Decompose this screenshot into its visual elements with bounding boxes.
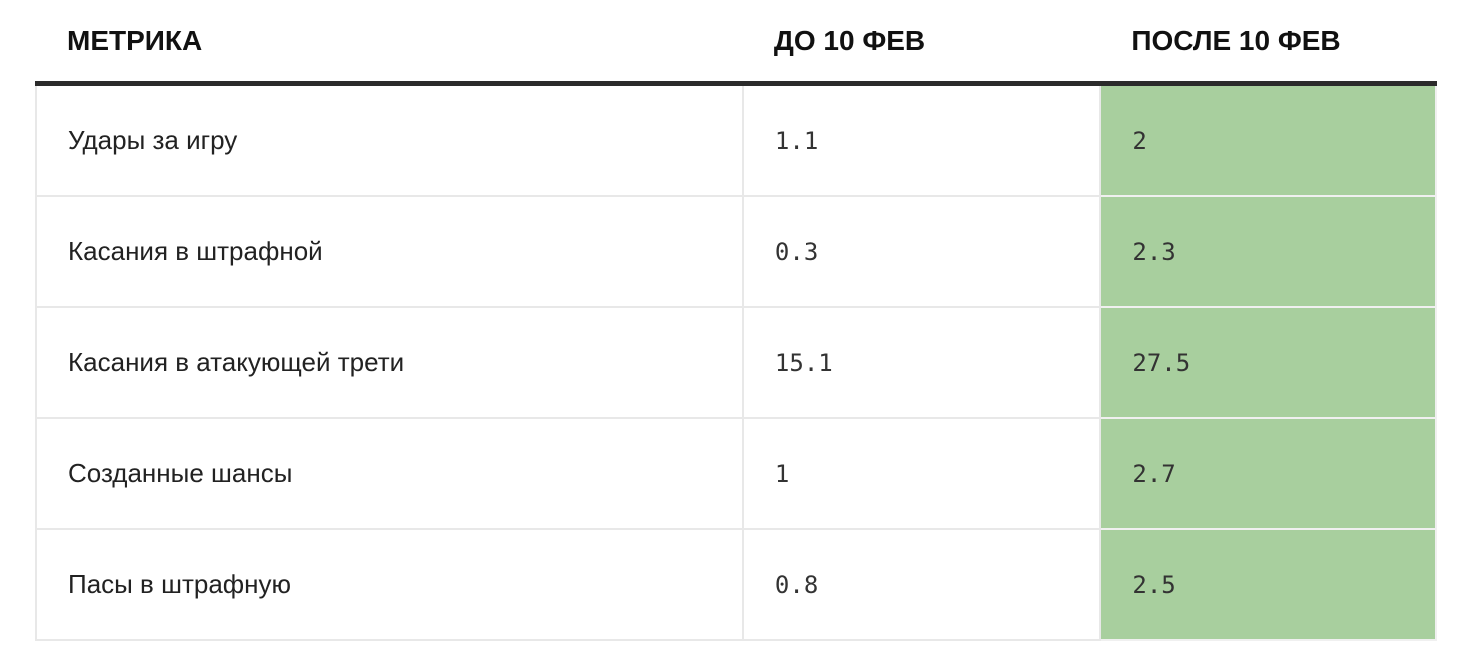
table-row: Касания в атакующей трети 15.1 27.5 [35,306,1437,419]
value-cell: 2.3 [1099,195,1437,308]
column-header: МЕТРИКА [36,0,743,86]
value-cell: 1.1 [741,82,1102,197]
value-cell: 15.1 [741,306,1102,419]
metric-cell: Касания в атакующей трети [35,306,744,419]
value-cell: 0.8 [741,528,1102,641]
value-cell: 1 [741,417,1102,530]
header-row: МЕТРИКА ДО 10 ФЕВ ПОСЛЕ 10 ФЕВ [36,0,1436,86]
value-cell: 27.5 [1099,306,1437,419]
table-row: Пасы в штрафную 0.8 2.5 [35,528,1437,641]
table-row: Касания в штрафной 0.3 2.3 [35,195,1437,308]
metric-cell: Созданные шансы [35,417,744,530]
metric-cell: Пасы в штрафную [35,528,744,641]
value-cell: 2.7 [1099,417,1437,530]
value-cell: 0.3 [741,195,1102,308]
metric-cell: Удары за игру [35,82,744,197]
metric-cell: Касания в штрафной [35,195,744,308]
comparison-table: МЕТРИКА ДО 10 ФЕВ ПОСЛЕ 10 ФЕВ Удары за иг… [35,0,1437,641]
table-row: Удары за игру 1.1 2 [35,82,1437,197]
table-row: Созданные шансы 1 2.7 [35,417,1437,530]
column-header: ПОСЛЕ 10 ФЕВ [1100,0,1436,86]
value-cell: 2.5 [1099,528,1437,641]
value-cell: 2 [1099,82,1437,197]
table-body: Удары за игру 1.1 2 Касания в штрафной 0.3 2.… [35,82,1437,641]
column-header: ДО 10 ФЕВ [742,0,1101,86]
